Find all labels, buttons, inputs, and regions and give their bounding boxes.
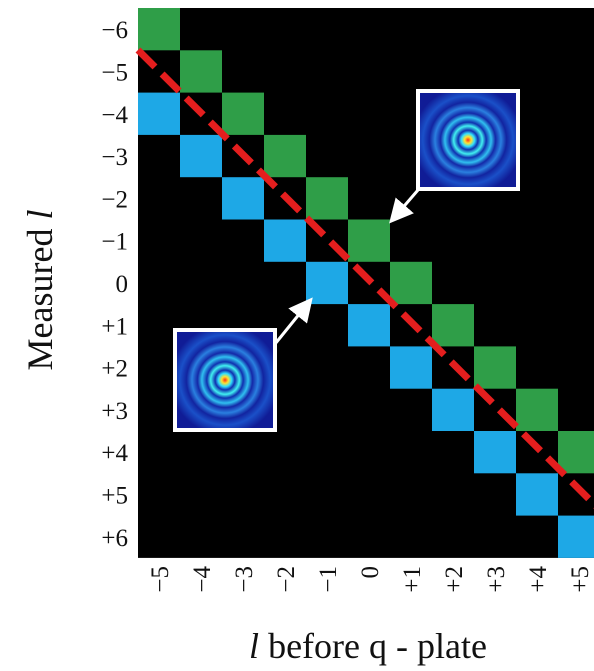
beam-inset: [418, 91, 518, 189]
x-tick-label: 0: [357, 566, 384, 579]
cell: [474, 346, 516, 388]
cell: [558, 516, 594, 558]
cell: [516, 473, 558, 515]
y-tick-label: −2: [101, 186, 128, 213]
x-tick-label: +5: [567, 566, 594, 593]
cell: [306, 262, 348, 304]
x-tick-label: −1: [315, 566, 342, 593]
y-tick-label: −5: [101, 59, 128, 86]
cell: [516, 389, 558, 431]
x-tick-label: +2: [441, 566, 468, 593]
y-tick-label: −6: [101, 17, 128, 44]
x-tick-label: −2: [273, 566, 300, 593]
y-tick-label: +2: [101, 356, 128, 383]
y-tick-label: 0: [116, 271, 129, 298]
plot-area: [138, 8, 594, 558]
beam-inset: [175, 330, 275, 430]
x-tick-label: −3: [231, 566, 258, 593]
cell: [180, 50, 222, 92]
cell: [474, 431, 516, 473]
y-tick-label: −3: [101, 144, 128, 171]
y-tick-label: +5: [101, 482, 128, 509]
cell: [390, 346, 432, 388]
y-axis-label: Measured l: [20, 210, 60, 371]
y-tick-label: +1: [101, 313, 128, 340]
cell: [432, 389, 474, 431]
x-tick-label: +1: [399, 566, 426, 593]
y-axis-label-text: Measured: [20, 229, 60, 371]
cell: [138, 8, 180, 50]
cell: [348, 220, 390, 262]
x-tick-label: +4: [525, 566, 552, 593]
y-tick-label: +6: [101, 525, 128, 552]
cell: [138, 93, 180, 135]
cell: [264, 135, 306, 177]
y-tick-label: +3: [101, 398, 128, 425]
x-tick-label: −5: [147, 566, 174, 593]
y-axis-label-symbol: l: [20, 210, 60, 220]
cell: [348, 304, 390, 346]
cell: [264, 220, 306, 262]
cell: [390, 262, 432, 304]
x-tick-label: +3: [483, 566, 510, 593]
x-axis-label-symbol: l: [249, 626, 259, 666]
y-tick-label: +4: [101, 440, 128, 467]
chart: Measured l l before q - plate −6 −5 −4 −3 −2…: [0, 0, 594, 671]
cell: [180, 135, 222, 177]
x-axis-label-text: before q - plate: [268, 626, 487, 666]
y-tick-label: −4: [101, 102, 128, 129]
cell: [306, 177, 348, 219]
cell: [222, 177, 264, 219]
cell: [222, 93, 264, 135]
cell: [558, 431, 594, 473]
y-tick-label: −1: [101, 229, 128, 256]
x-tick-label: −4: [189, 566, 216, 593]
cell: [432, 304, 474, 346]
x-axis-label: l before q - plate: [249, 626, 487, 666]
